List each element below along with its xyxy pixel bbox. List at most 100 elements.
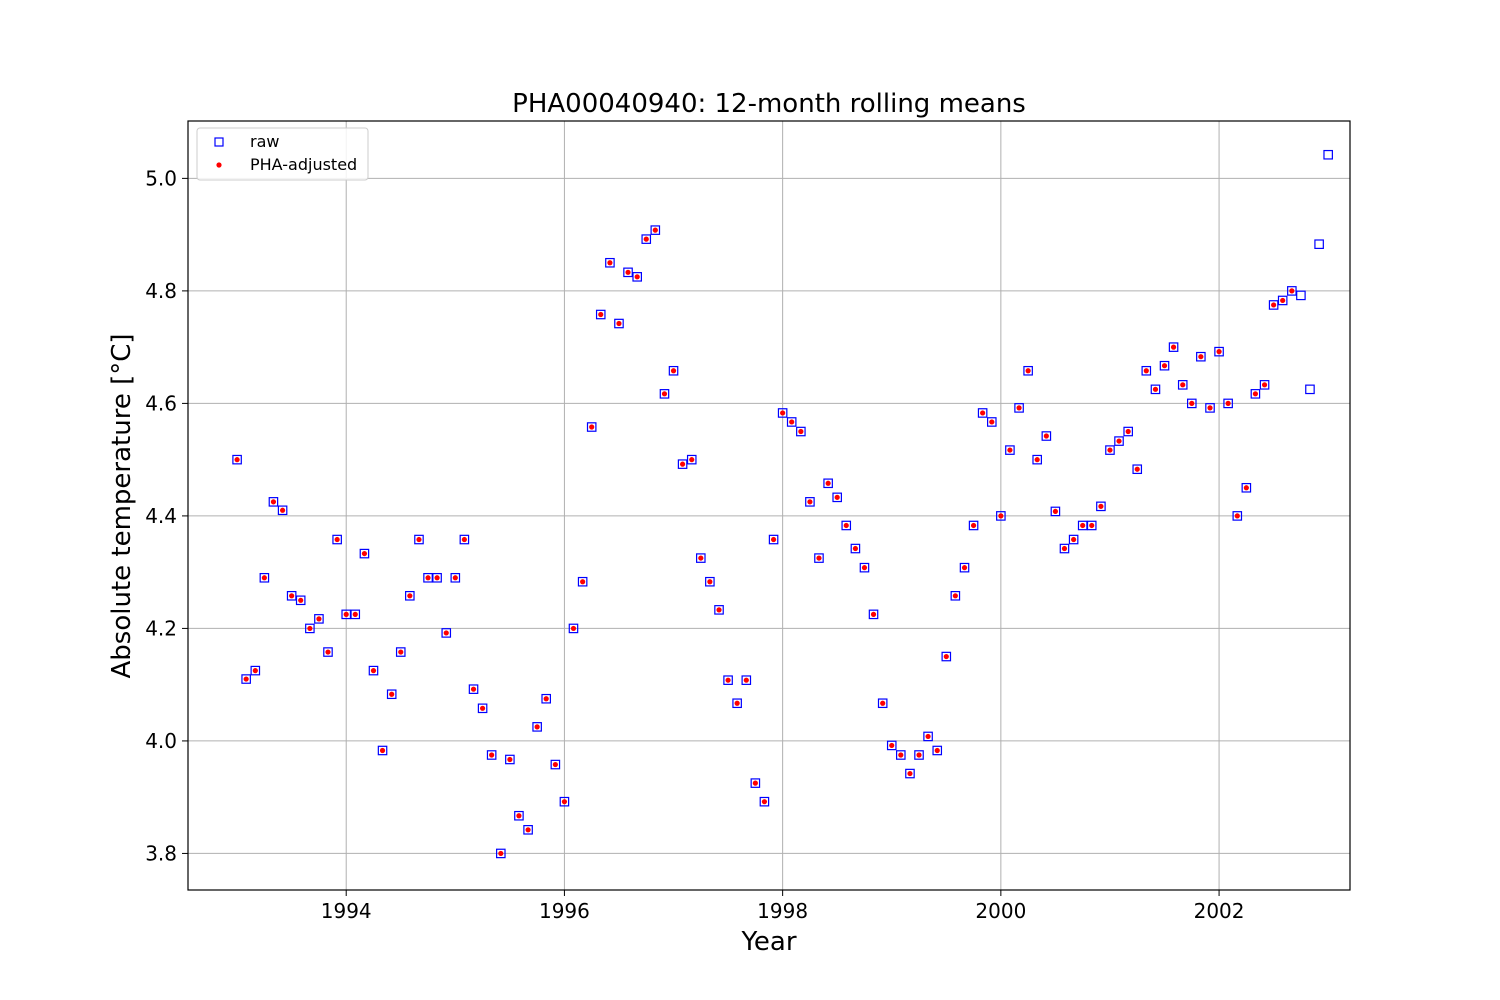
adjusted-data-point	[934, 747, 940, 754]
raw-data-point	[441, 628, 452, 638]
adjusted-data-point	[1007, 447, 1013, 453]
raw-data-point	[759, 796, 770, 807]
raw-data-point	[750, 778, 761, 788]
adjusted-data-point	[461, 536, 467, 543]
adjusted-data-point	[479, 705, 486, 711]
raw-data-point	[1196, 351, 1206, 362]
raw-data-point	[959, 562, 970, 573]
raw-data-point	[896, 750, 906, 760]
grid-lines	[188, 121, 1350, 890]
raw-data-point	[996, 511, 1006, 521]
raw-data-point	[950, 590, 961, 601]
raw-data-point	[968, 520, 979, 531]
raw-data-point	[1305, 384, 1315, 395]
adjusted-data-point	[861, 565, 868, 571]
raw-data-point	[1150, 384, 1161, 395]
adjusted-data-point	[734, 700, 740, 706]
raw-data-point	[277, 505, 288, 516]
raw-data-point	[832, 492, 842, 503]
raw-data-point	[259, 572, 270, 583]
raw-data-point	[1232, 511, 1243, 521]
raw-data-point	[641, 234, 652, 244]
adjusted-data-point	[889, 742, 895, 749]
adjusted-data-point	[1252, 391, 1259, 397]
raw-data-point	[1159, 360, 1170, 371]
adjusted-data-point	[252, 668, 258, 674]
raw-data-point	[841, 520, 852, 531]
adjusted-data-point	[598, 311, 604, 318]
raw-data-point	[541, 693, 552, 704]
x-axis-ticks: 1994 1996 1998 2000 2002	[321, 890, 1245, 923]
raw-data-point	[1277, 295, 1288, 306]
adjusted-data-point	[361, 550, 368, 557]
adjusted-data-point	[570, 625, 577, 632]
y-tick-label: 5.0	[145, 166, 177, 190]
adjusted-data-point	[634, 274, 640, 280]
raw-data-point	[505, 754, 515, 765]
adjusted-data-point	[816, 555, 822, 561]
raw-data-point	[1132, 464, 1143, 475]
legend-raw-marker	[214, 137, 224, 147]
raw-data-point	[1068, 534, 1079, 545]
raw-data-point	[595, 309, 606, 320]
adjusted-data-point	[580, 579, 586, 585]
y-tick-label: 4.8	[145, 279, 177, 303]
raw-data-point	[777, 408, 788, 418]
raw-data-point	[1287, 286, 1297, 296]
adjusted-data-point	[343, 611, 349, 617]
raw-data-point	[568, 623, 579, 634]
adjusted-data-point	[998, 513, 1004, 519]
raw-data-point	[686, 454, 697, 465]
raw-data-point	[986, 417, 997, 427]
adjusted-data-point	[234, 457, 240, 463]
adjusted-data-point	[452, 575, 458, 581]
adjusted-data-point	[552, 761, 558, 768]
raw-data-point	[1214, 346, 1224, 357]
adjusted-data-point	[1107, 447, 1113, 453]
adjusted-data-point	[243, 676, 249, 682]
adjusted-data-point	[770, 536, 777, 543]
raw-data-point	[1205, 403, 1215, 413]
raw-data-point	[377, 745, 388, 756]
raw-data-point	[1141, 365, 1152, 376]
adjusted-data-point	[798, 428, 804, 435]
raw-data-point	[496, 848, 506, 859]
adjusted-data-point	[1016, 405, 1022, 411]
adjusted-data-point	[307, 625, 313, 632]
adjusted-data-point	[752, 780, 758, 786]
raw-data-point	[350, 609, 361, 620]
y-axis-ticks: 3.8 4.0 4.2 4.4 4.6 4.8 5.0	[145, 166, 188, 865]
x-tick-label: 1996	[539, 899, 590, 923]
adjusted-data-point	[1243, 485, 1249, 491]
raw-data-point	[1014, 403, 1024, 413]
adjusted-data-point	[1034, 457, 1040, 463]
adjusted-data-point	[716, 607, 722, 613]
adjusted-data-point	[1098, 503, 1104, 509]
adjusted-data-point	[316, 616, 322, 622]
y-tick-label: 3.8	[145, 841, 177, 865]
adjusted-data-point	[1189, 400, 1195, 406]
adjusted-data-point	[389, 691, 395, 697]
raw-data-point	[614, 318, 624, 329]
adjusted-data-point	[1025, 368, 1031, 374]
raw-data-point	[586, 422, 597, 432]
raw-data-point	[1177, 380, 1188, 390]
adjusted-data-point	[970, 522, 977, 529]
raw-data-point	[714, 605, 724, 615]
adjusted-data-point	[689, 457, 695, 463]
raw-data-point	[486, 750, 497, 760]
adjusted-data-point	[1271, 302, 1277, 308]
raw-data-point	[850, 543, 861, 554]
adjusted-data-point	[1116, 438, 1122, 444]
y-tick-label: 4.6	[145, 391, 177, 415]
y-axis-label: Absolute temperature [°C]	[107, 333, 137, 678]
raw-data-point	[650, 225, 661, 235]
raw-data-point	[696, 553, 706, 563]
raw-data-point	[723, 675, 733, 685]
raw-data-point	[1005, 445, 1015, 455]
raw-data-point	[1096, 501, 1106, 512]
adjusted-data-point	[780, 410, 786, 416]
raw-data-point	[1041, 431, 1052, 441]
adjusted-data-point	[379, 747, 386, 754]
